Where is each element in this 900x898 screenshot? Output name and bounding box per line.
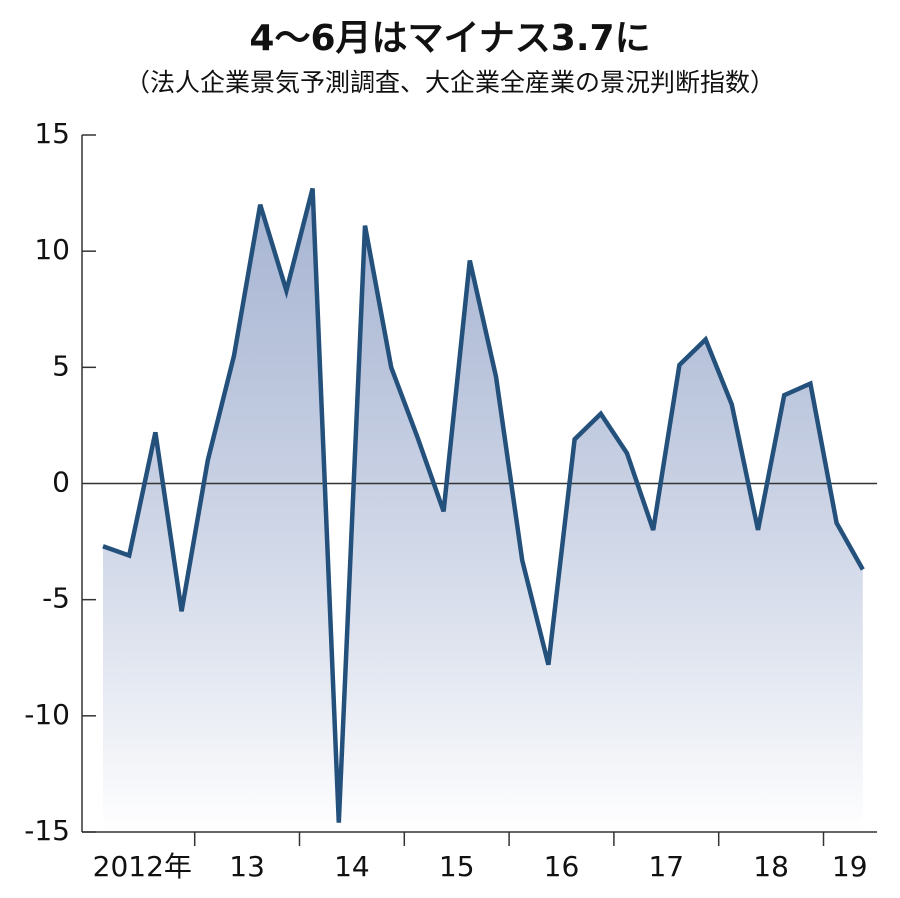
y-tick-label: -5 <box>42 582 70 615</box>
y-tick-label: 5 <box>52 349 70 382</box>
y-tick-label: -15 <box>24 814 70 847</box>
y-tick-label: 0 <box>52 466 70 499</box>
chart-subtitle: （法人企業景気予測調査、大企業全産業の景況判断指数） <box>125 68 775 97</box>
y-tick-label: 10 <box>34 233 70 266</box>
x-tick-label: 2012年 <box>93 850 192 883</box>
y-tick-label: -10 <box>24 698 70 731</box>
line <box>102 187 865 823</box>
area <box>103 188 863 833</box>
x-tick-label: 19 <box>832 850 868 883</box>
x-tick-label: 18 <box>753 850 789 883</box>
x-tick-label: 13 <box>229 850 265 883</box>
chart-title: 4～6月はマイナス3.7に <box>249 18 650 59</box>
x-tick-label: 16 <box>544 850 580 883</box>
x-tick-label: 14 <box>334 850 370 883</box>
x-tick-label: 15 <box>439 850 475 883</box>
y-tick-label: 15 <box>34 117 70 150</box>
x-tick-label: 17 <box>648 850 684 883</box>
